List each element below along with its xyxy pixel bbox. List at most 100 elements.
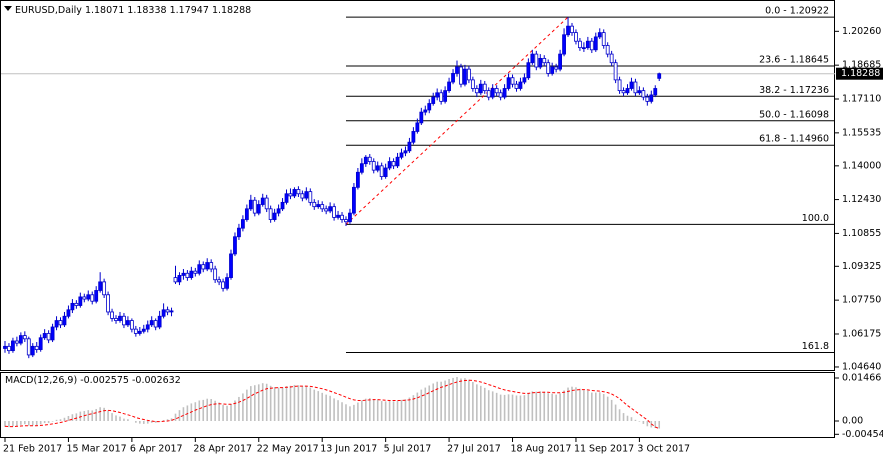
fib-trendline [345, 16, 569, 225]
candle-body [332, 206, 336, 218]
candle-body [431, 96, 436, 104]
candle-body [276, 208, 281, 214]
candle-body [645, 96, 650, 102]
candle-body [66, 309, 71, 317]
candle-body [629, 81, 634, 89]
candle-body [459, 66, 463, 85]
y-tick-label: 1.14000 [842, 160, 881, 171]
candle-body [272, 212, 277, 220]
candle-body [256, 204, 261, 214]
candle-body [478, 83, 483, 94]
candle-body [300, 193, 305, 199]
price-panel [0, 0, 835, 371]
candle-body [570, 25, 574, 34]
candle-body [233, 236, 237, 255]
candle-body [502, 88, 507, 98]
candle-body [225, 277, 229, 289]
candle-body [94, 290, 99, 302]
candle-body [383, 167, 388, 177]
x-tick-label: 6 Apr 2017 [130, 444, 183, 455]
candle-body [30, 345, 35, 356]
candle-body [506, 77, 511, 89]
high: 1.18338 [127, 5, 166, 16]
macd-last: -0.002575 [80, 375, 129, 386]
candle-body [70, 302, 75, 311]
candle-body [633, 81, 638, 94]
signal-line [4, 379, 660, 430]
candle-body [189, 270, 194, 278]
candle-body [34, 345, 39, 350]
candle-body [82, 296, 87, 300]
y-tick-label: 1.09325 [842, 261, 881, 272]
candle-body [562, 34, 566, 55]
candle-body [657, 73, 662, 79]
candle-body [157, 315, 162, 328]
candle-body [58, 320, 63, 326]
candle-body [566, 25, 570, 36]
current-price-label: 1.18288 [841, 68, 880, 79]
candle-body [320, 204, 325, 210]
candle-body [26, 338, 31, 356]
candle-body [395, 156, 400, 167]
candle-body [463, 68, 467, 85]
candle-body [118, 315, 122, 321]
x-tick-label: 3 Oct 2017 [637, 444, 690, 455]
candle-body [486, 90, 491, 98]
candle-body [367, 156, 372, 162]
candle-body [470, 79, 475, 89]
candle-body [336, 214, 340, 218]
close: 1.18288 [212, 5, 251, 16]
candle-body [42, 333, 47, 339]
candle-body [38, 337, 43, 350]
candle-body [129, 320, 134, 330]
panel-menu-icon[interactable] [4, 6, 12, 11]
fib-label: 161.8 [802, 341, 829, 352]
y-tick-label: 0.01466 [842, 373, 881, 384]
candle-body [427, 103, 432, 111]
x-tick-label: 5 Jul 2017 [384, 444, 432, 455]
candle-body [348, 212, 352, 223]
candle-body [324, 208, 329, 212]
candle-body [62, 315, 67, 326]
candle-body [102, 281, 107, 296]
candle-body [193, 270, 198, 274]
candle-body [467, 68, 471, 81]
candle-body [641, 90, 646, 98]
candle-body [526, 62, 531, 79]
candle-body [574, 32, 578, 42]
candle-body [391, 161, 396, 167]
candle-body [411, 131, 416, 143]
candle-body [451, 73, 455, 83]
x-tick-label: 11 Sep 2017 [574, 444, 634, 455]
candle-body [18, 335, 23, 344]
candle-body [161, 309, 166, 317]
candle-body [510, 77, 515, 85]
candle-body [375, 165, 380, 171]
candle-body [423, 109, 428, 113]
open: 1.18071 [85, 5, 124, 16]
fib-label: 50.0 - 1.16098 [759, 109, 829, 120]
candle-body [11, 340, 15, 352]
candle-body [205, 262, 210, 270]
candle-body [260, 197, 265, 205]
candle-body [209, 262, 214, 270]
candle-body [605, 45, 610, 55]
candle-body [617, 79, 622, 92]
candle-body [514, 83, 519, 89]
candle-body [217, 279, 222, 283]
candle-body [137, 330, 142, 334]
candle-body [403, 150, 408, 154]
candle-body [153, 320, 158, 328]
candle-body [133, 328, 138, 334]
x-tick-label: 18 Aug 2017 [511, 444, 572, 455]
candle-body [585, 40, 590, 49]
candle-body [268, 208, 273, 220]
x-tick-label: 27 Jul 2017 [447, 444, 501, 455]
candle-body [581, 47, 586, 50]
macd-title: MACD(12,26,9) -0.002575 -0.002632 [5, 375, 181, 386]
x-tick-label: 22 May 2017 [257, 444, 319, 455]
candle-body [435, 92, 440, 98]
candle-body [522, 77, 527, 83]
candle-body [355, 171, 360, 188]
